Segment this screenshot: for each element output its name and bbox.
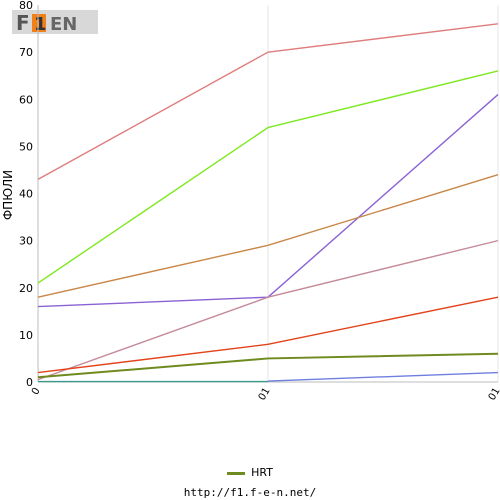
grid-lines bbox=[267, 5, 499, 382]
series-line-5 bbox=[37, 239, 499, 381]
y-tick-label: 40 bbox=[19, 188, 33, 201]
y-tick-label: 80 bbox=[19, 0, 33, 12]
legend-swatch bbox=[227, 471, 246, 475]
svg-text:EN: EN bbox=[50, 14, 77, 35]
series-line-2 bbox=[37, 70, 499, 284]
svg-text:F: F bbox=[16, 11, 30, 35]
y-tick-label: 50 bbox=[19, 140, 33, 153]
series-line-1 bbox=[37, 23, 499, 180]
y-tick-label: 10 bbox=[19, 329, 33, 342]
series-line-hrt bbox=[37, 352, 499, 379]
y-tick-label: 60 bbox=[19, 93, 33, 106]
y-tick-label: 20 bbox=[19, 282, 33, 295]
footer-url: http://f1.f-e-n.net/ bbox=[183, 486, 317, 499]
y-tick-label: 0 bbox=[26, 376, 33, 389]
legend-label: HRT bbox=[251, 466, 273, 479]
x-tick-label: 01 bbox=[487, 386, 500, 403]
line-chart: 0 10 20 30 40 50 60 70 80 0 01 01 ФПЮЛИ bbox=[1, 0, 500, 403]
x-tick-label: 01 bbox=[257, 386, 273, 403]
series-lines bbox=[37, 23, 499, 383]
svg-text:1: 1 bbox=[34, 14, 47, 35]
y-axis-label: ФПЮЛИ bbox=[1, 170, 15, 220]
series-line-6 bbox=[37, 296, 499, 374]
series-line-8 bbox=[267, 371, 499, 382]
y-tick-label: 70 bbox=[19, 46, 33, 59]
f1en-logo-icon: F 1 EN bbox=[12, 8, 98, 40]
x-tick-labels: 0 01 01 bbox=[30, 386, 500, 403]
series-line-4 bbox=[37, 173, 499, 298]
y-tick-labels: 0 10 20 30 40 50 60 70 80 bbox=[19, 0, 33, 389]
legend: HRT bbox=[0, 466, 500, 479]
y-tick-label: 30 bbox=[19, 235, 33, 248]
x-tick-label: 0 bbox=[30, 386, 43, 397]
